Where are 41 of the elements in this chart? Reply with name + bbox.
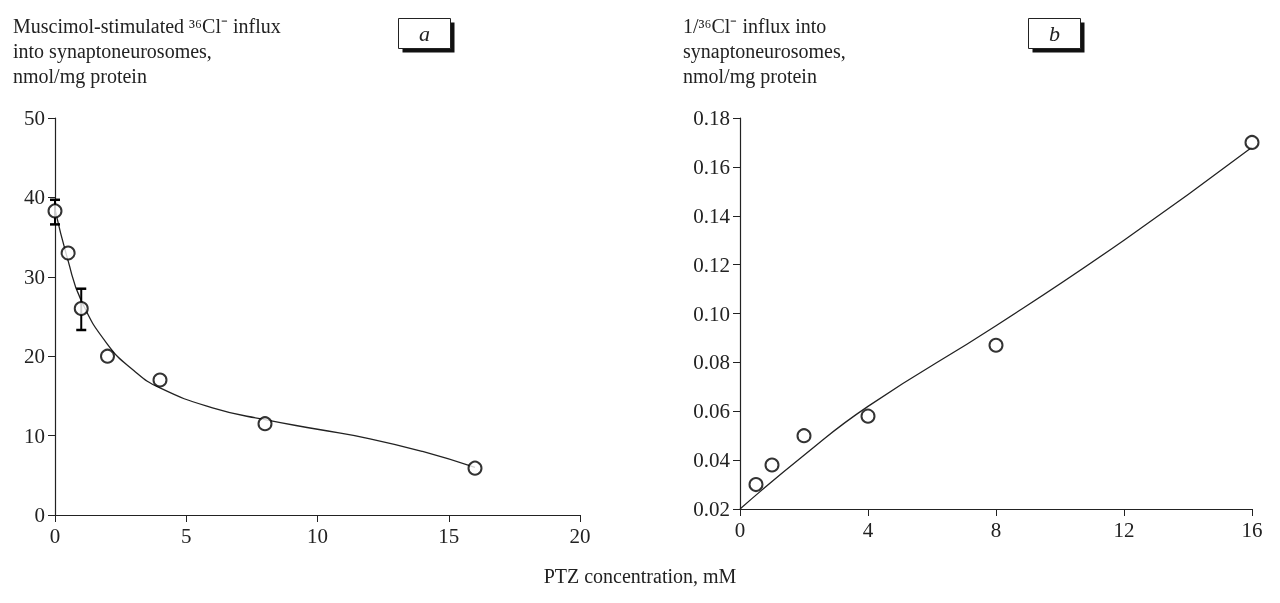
point	[988, 337, 1004, 353]
y-tick-label: 0.10	[693, 301, 730, 326]
x-tick-label: 8	[990, 517, 1002, 542]
x-tick-label: 0	[49, 523, 61, 548]
point	[152, 372, 168, 388]
y-tick-label: 30	[24, 264, 45, 289]
y-tick-label: 0.04	[693, 448, 731, 473]
point	[257, 416, 273, 432]
y-axis-title: 1/³⁶Cl⁻ influx into synaptoneurosomes, nmol/mg protein	[683, 14, 846, 88]
y-tick-label: 20	[24, 344, 45, 369]
y-tick-label: 0.12	[693, 252, 730, 277]
point	[47, 203, 63, 219]
x-tick-label: 12	[1113, 517, 1135, 542]
text: a	[419, 21, 430, 46]
y-tick-label: 10	[24, 423, 45, 448]
y-axis-title: Muscimol-stimulated ³⁶Cl⁻ influx into synaptoneurosomes, nmol/mg protein	[13, 14, 281, 88]
y-tick-label: 50	[24, 106, 45, 130]
point	[796, 428, 812, 444]
y-tick-label: 40	[24, 185, 45, 210]
x-tick-label: 20	[569, 523, 591, 548]
y-tick-label: 0.08	[693, 350, 730, 375]
y-tick-label: 0.14	[693, 203, 731, 228]
point	[860, 408, 876, 424]
point	[100, 348, 115, 364]
point	[467, 460, 483, 476]
y-tick-label: 0.02	[693, 497, 730, 521]
point	[1244, 134, 1260, 150]
x-tick-label: 16	[1241, 517, 1263, 542]
y-tick-label: 0.18	[693, 106, 730, 130]
x-tick-label: 15	[438, 523, 460, 548]
point	[764, 457, 780, 473]
y-tick-label: 0.16	[693, 154, 730, 179]
text: b	[1049, 21, 1060, 46]
y-tick-label: 0.06	[693, 399, 730, 424]
point	[73, 301, 89, 317]
x-tick-label: 4	[862, 517, 874, 542]
x-tick-label: 5	[181, 523, 192, 548]
x-axis-title: PTZ concentration, mM	[542, 565, 738, 588]
x-tick-label: 10	[307, 523, 328, 548]
point	[60, 245, 76, 261]
point	[748, 477, 764, 493]
